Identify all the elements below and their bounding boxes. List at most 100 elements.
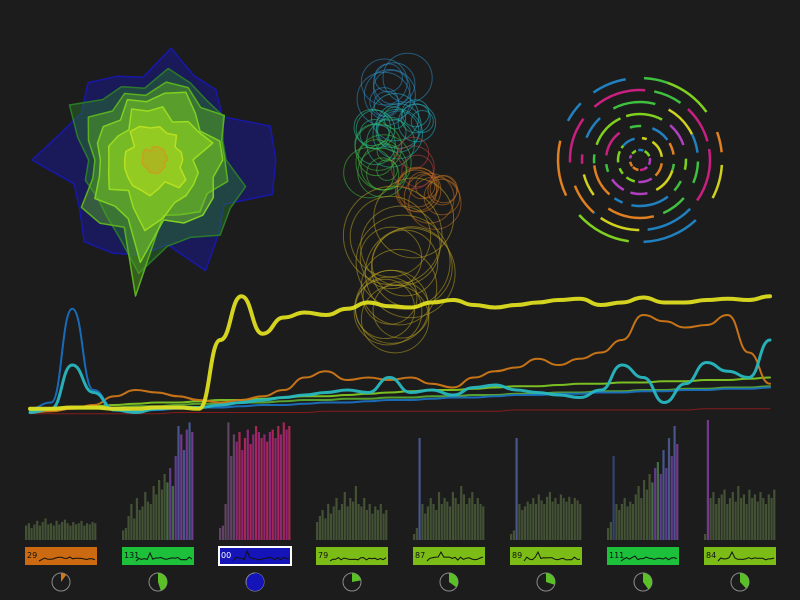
ring-segment [628,154,633,159]
bar [413,534,416,540]
bubble [397,103,437,143]
ring-segment [625,176,636,183]
blob-shape [94,91,224,264]
bar [69,525,72,540]
bar [266,441,269,540]
ring-segment [630,191,648,196]
ring-segment [643,76,668,84]
bar [518,504,521,540]
ring-segment [592,211,596,215]
bar [709,498,712,540]
ring-segment [653,90,682,104]
bar [615,504,618,540]
panel-tile[interactable] [413,547,485,565]
ring-segment [651,127,669,141]
bar [648,474,651,540]
bar [332,506,335,540]
bar [568,496,571,540]
panel-tile[interactable] [607,547,679,565]
panel-tile[interactable] [704,547,776,565]
bar [704,534,707,540]
bar [33,524,36,540]
ring-segment [644,166,648,170]
bar [673,426,676,540]
bar [277,426,280,540]
series-line [29,376,771,411]
bar [288,426,291,540]
bar [421,504,424,540]
concentric-rings-chart [556,76,724,244]
bar [316,522,319,540]
bar [437,492,441,540]
bar [676,444,679,540]
bar [169,468,172,540]
bubble [360,58,408,106]
bar [238,432,241,540]
ring-segment [671,163,676,171]
ring-segment [622,137,635,147]
sparkline [38,556,96,562]
panel-tile[interactable] [510,547,582,565]
bar [479,504,482,540]
ring-segment [628,161,634,167]
bar [152,486,155,540]
bar [271,429,274,540]
bar [63,519,66,540]
bar [44,518,47,540]
bubble [357,139,395,177]
bar [343,492,346,540]
bar [180,434,183,540]
bubble [364,227,456,319]
bar [751,498,754,540]
pie-wedge [449,573,458,588]
bar [745,504,748,540]
bar [130,504,133,540]
pie-wedge [61,573,67,582]
ring-segment [631,149,637,155]
bar [260,438,263,540]
bar [285,429,288,540]
bar [49,523,53,540]
bar [146,501,150,540]
bar [515,438,518,540]
ring-segment [715,131,723,153]
bar [612,456,615,540]
series-line [28,338,772,415]
bubble [395,169,438,212]
bar [246,429,249,540]
bar [72,522,75,540]
bar [363,498,366,540]
bar [249,444,252,540]
bar [521,510,524,540]
panel-tile[interactable] [316,547,388,565]
bar [551,501,554,540]
bar [224,504,227,540]
bar [443,498,446,540]
ring-segment [629,124,642,129]
bar [77,523,80,540]
bar [232,434,235,540]
bar [435,510,438,540]
bubble [342,185,443,286]
panel-tile[interactable] [25,547,97,565]
bar [645,489,648,540]
bar [382,513,385,540]
ring-segment [632,166,639,172]
panel-tile[interactable] [218,546,292,566]
bar [241,450,244,540]
bar [252,434,255,540]
ring-segment [605,163,610,173]
bar [762,498,765,540]
blob-shape [141,145,169,175]
bar [177,426,180,540]
panel-tile[interactable] [122,547,194,565]
ring-segment [662,197,685,215]
bar [454,498,457,540]
bar [559,494,562,540]
bar [122,530,125,540]
bubble [343,147,395,199]
bar [626,506,629,540]
bar [667,438,671,540]
blob-shape [68,67,247,275]
bar [257,432,260,540]
